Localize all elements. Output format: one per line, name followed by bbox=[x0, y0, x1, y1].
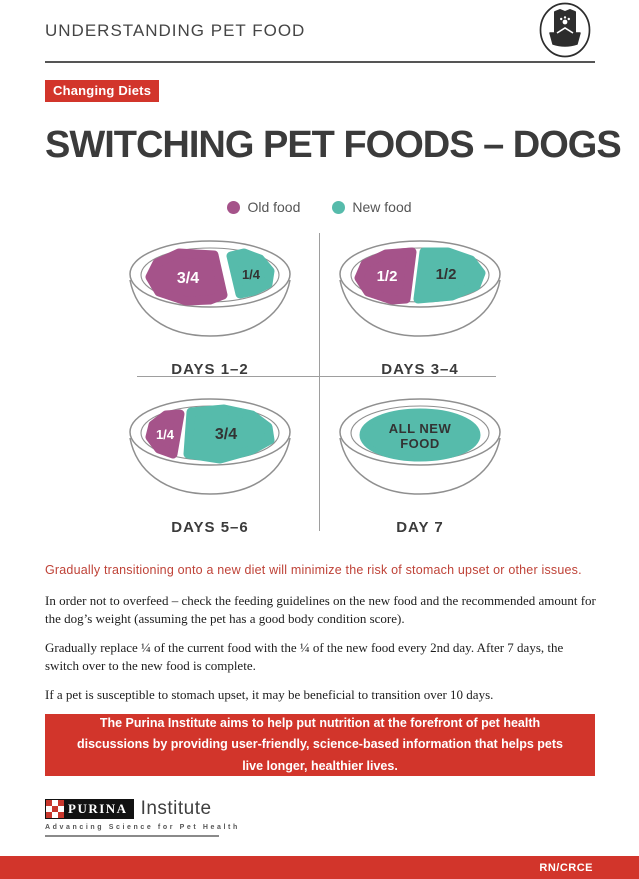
old-fraction-label: 1/4 bbox=[156, 427, 175, 442]
header-title: UNDERSTANDING PET FOOD bbox=[45, 21, 306, 40]
new-food-portion bbox=[359, 408, 481, 462]
legend-item-old-food: Old food bbox=[227, 199, 300, 215]
body-paragraph: If a pet is susceptible to stomach upset… bbox=[45, 686, 494, 702]
bowl-caption: DAYS 1–2 bbox=[171, 361, 249, 378]
new-fraction-label: 3/4 bbox=[215, 426, 237, 443]
document-code: RN/CRCE bbox=[539, 861, 593, 874]
old-food-dot-icon bbox=[227, 200, 241, 214]
bottom-red-bar: RN/CRCE bbox=[0, 856, 639, 879]
purina-institute-logo: PURINA Institute Advancing Science for P… bbox=[45, 798, 240, 837]
new-fraction-label: 1/2 bbox=[436, 266, 457, 283]
bowl-caption: DAYS 5–6 bbox=[171, 519, 249, 536]
new-food-dot-icon bbox=[332, 200, 346, 214]
old-fraction-label: 1/2 bbox=[377, 268, 398, 285]
new-fraction-label-line1: ALL NEW bbox=[389, 421, 452, 436]
new-food-portion bbox=[183, 404, 275, 464]
grid-divider-vertical bbox=[319, 233, 320, 531]
brand-institute-text: Institute bbox=[140, 798, 212, 819]
bowl-diagram: ALL NEW FOOD bbox=[339, 398, 501, 495]
bowl-diagram: 1/2 1/2 bbox=[339, 240, 501, 337]
mission-banner-text: The Purina Institute aims to help put nu… bbox=[77, 716, 563, 773]
section-badge: Changing Diets bbox=[45, 80, 160, 102]
new-fraction-label-line2: FOOD bbox=[400, 436, 440, 451]
purina-wordmark: PURINA bbox=[45, 799, 134, 819]
bowl-caption: DAYS 3–4 bbox=[381, 361, 459, 378]
header-divider bbox=[45, 61, 595, 63]
old-food-portion bbox=[145, 248, 228, 306]
bowl-days-1-2: 3/4 1/4 DAYS 1–2 bbox=[124, 238, 296, 378]
legend-label: Old food bbox=[247, 199, 301, 215]
body-paragraph: Gradually replace ¼ of the current food … bbox=[45, 639, 564, 674]
new-food-portion bbox=[413, 247, 486, 304]
new-fraction-label: 1/4 bbox=[242, 267, 261, 282]
body-paragraph: In order not to overfeed – check the fee… bbox=[45, 593, 596, 627]
bowl-caption: DAY 7 bbox=[396, 519, 444, 536]
legend: Old food New food bbox=[0, 199, 639, 215]
old-food-portion bbox=[354, 247, 417, 305]
bowl-days-5-6: 1/4 3/4 DAYS 5–6 bbox=[124, 396, 296, 536]
grid-divider-horizontal bbox=[137, 376, 496, 377]
bowl-day-7: ALL NEW FOOD DAY 7 bbox=[334, 396, 506, 536]
pet-food-bag-and-bowl-icon bbox=[539, 2, 592, 64]
bowl-days-3-4: 1/2 1/2 DAYS 3–4 bbox=[334, 238, 506, 378]
bowl-diagram: 3/4 1/4 bbox=[129, 240, 291, 337]
legend-item-new-food: New food bbox=[332, 199, 412, 215]
page-title: SWITCHING PET FOODS – DOGS bbox=[45, 124, 622, 166]
bowl-diagram: 1/4 3/4 bbox=[129, 398, 291, 495]
logo-underline bbox=[45, 835, 219, 837]
purina-checkerboard-icon bbox=[46, 800, 64, 818]
old-food-portion bbox=[145, 409, 185, 459]
logo-tagline: Advancing Science for Pet Health bbox=[45, 824, 240, 831]
lead-paragraph: Gradually transitioning onto a new diet … bbox=[45, 563, 582, 577]
body-copy: In order not to overfeed – check the fee… bbox=[45, 592, 596, 714]
legend-label: New food bbox=[352, 199, 412, 215]
mission-banner: The Purina Institute aims to help put nu… bbox=[45, 714, 595, 776]
old-fraction-label: 3/4 bbox=[177, 270, 199, 287]
brand-purina-text: PURINA bbox=[68, 801, 128, 816]
new-food-portion bbox=[226, 248, 275, 299]
